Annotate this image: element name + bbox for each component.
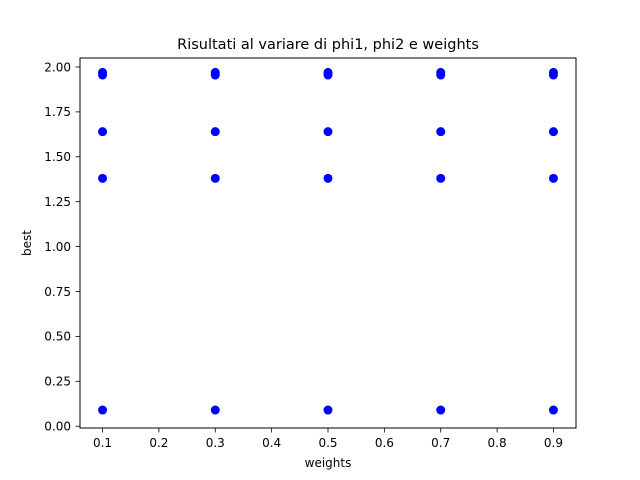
- y-tick-label: 0.75: [44, 285, 71, 299]
- x-tick-label: 0.3: [206, 436, 225, 450]
- x-tick-label: 0.9: [544, 436, 563, 450]
- data-point: [548, 405, 558, 415]
- data-point: [323, 127, 333, 137]
- data-point: [323, 70, 333, 80]
- data-point: [98, 405, 108, 415]
- y-tick-label: 0.50: [44, 330, 71, 344]
- x-axis-ticks: 0.1 0.2 0.3 0.4 0.5 0.6 0.7 0.8 0.9: [93, 428, 563, 450]
- data-point: [548, 70, 558, 80]
- x-tick-label: 0.1: [93, 436, 112, 450]
- data-point: [210, 173, 220, 183]
- y-tick-label: 1.75: [44, 105, 71, 119]
- y-tick-label: 1.50: [44, 150, 71, 164]
- data-point: [436, 127, 446, 137]
- y-tick-label: 1.25: [44, 195, 71, 209]
- y-tick-label: 0.00: [44, 420, 71, 434]
- x-tick-label: 0.5: [318, 436, 337, 450]
- data-point: [436, 173, 446, 183]
- data-point: [98, 127, 108, 137]
- data-point: [210, 70, 220, 80]
- data-point: [98, 70, 108, 80]
- x-axis-label: weights: [305, 456, 352, 470]
- x-tick-label: 0.8: [488, 436, 507, 450]
- x-tick-label: 0.7: [431, 436, 450, 450]
- data-point: [548, 127, 558, 137]
- y-axis-ticks: 0.00 0.25 0.50 0.75 1.00 1.25 1.50 1.75 2.00: [44, 60, 80, 434]
- x-tick-label: 0.4: [262, 436, 281, 450]
- x-tick-label: 0.2: [149, 436, 168, 450]
- data-point: [323, 173, 333, 183]
- x-tick-label: 0.6: [375, 436, 394, 450]
- data-point: [98, 173, 108, 183]
- data-point: [436, 405, 446, 415]
- y-tick-label: 2.00: [44, 60, 71, 74]
- y-tick-label: 0.25: [44, 375, 71, 389]
- data-point: [436, 70, 446, 80]
- data-point: [210, 405, 220, 415]
- y-tick-label: 1.00: [44, 240, 71, 254]
- data-point: [210, 127, 220, 137]
- data-point: [548, 173, 558, 183]
- data-points: [98, 67, 558, 415]
- y-axis-label: best: [20, 230, 34, 256]
- chart-title: Risultati al variare di phi1, phi2 e wei…: [177, 37, 479, 53]
- data-point: [323, 405, 333, 415]
